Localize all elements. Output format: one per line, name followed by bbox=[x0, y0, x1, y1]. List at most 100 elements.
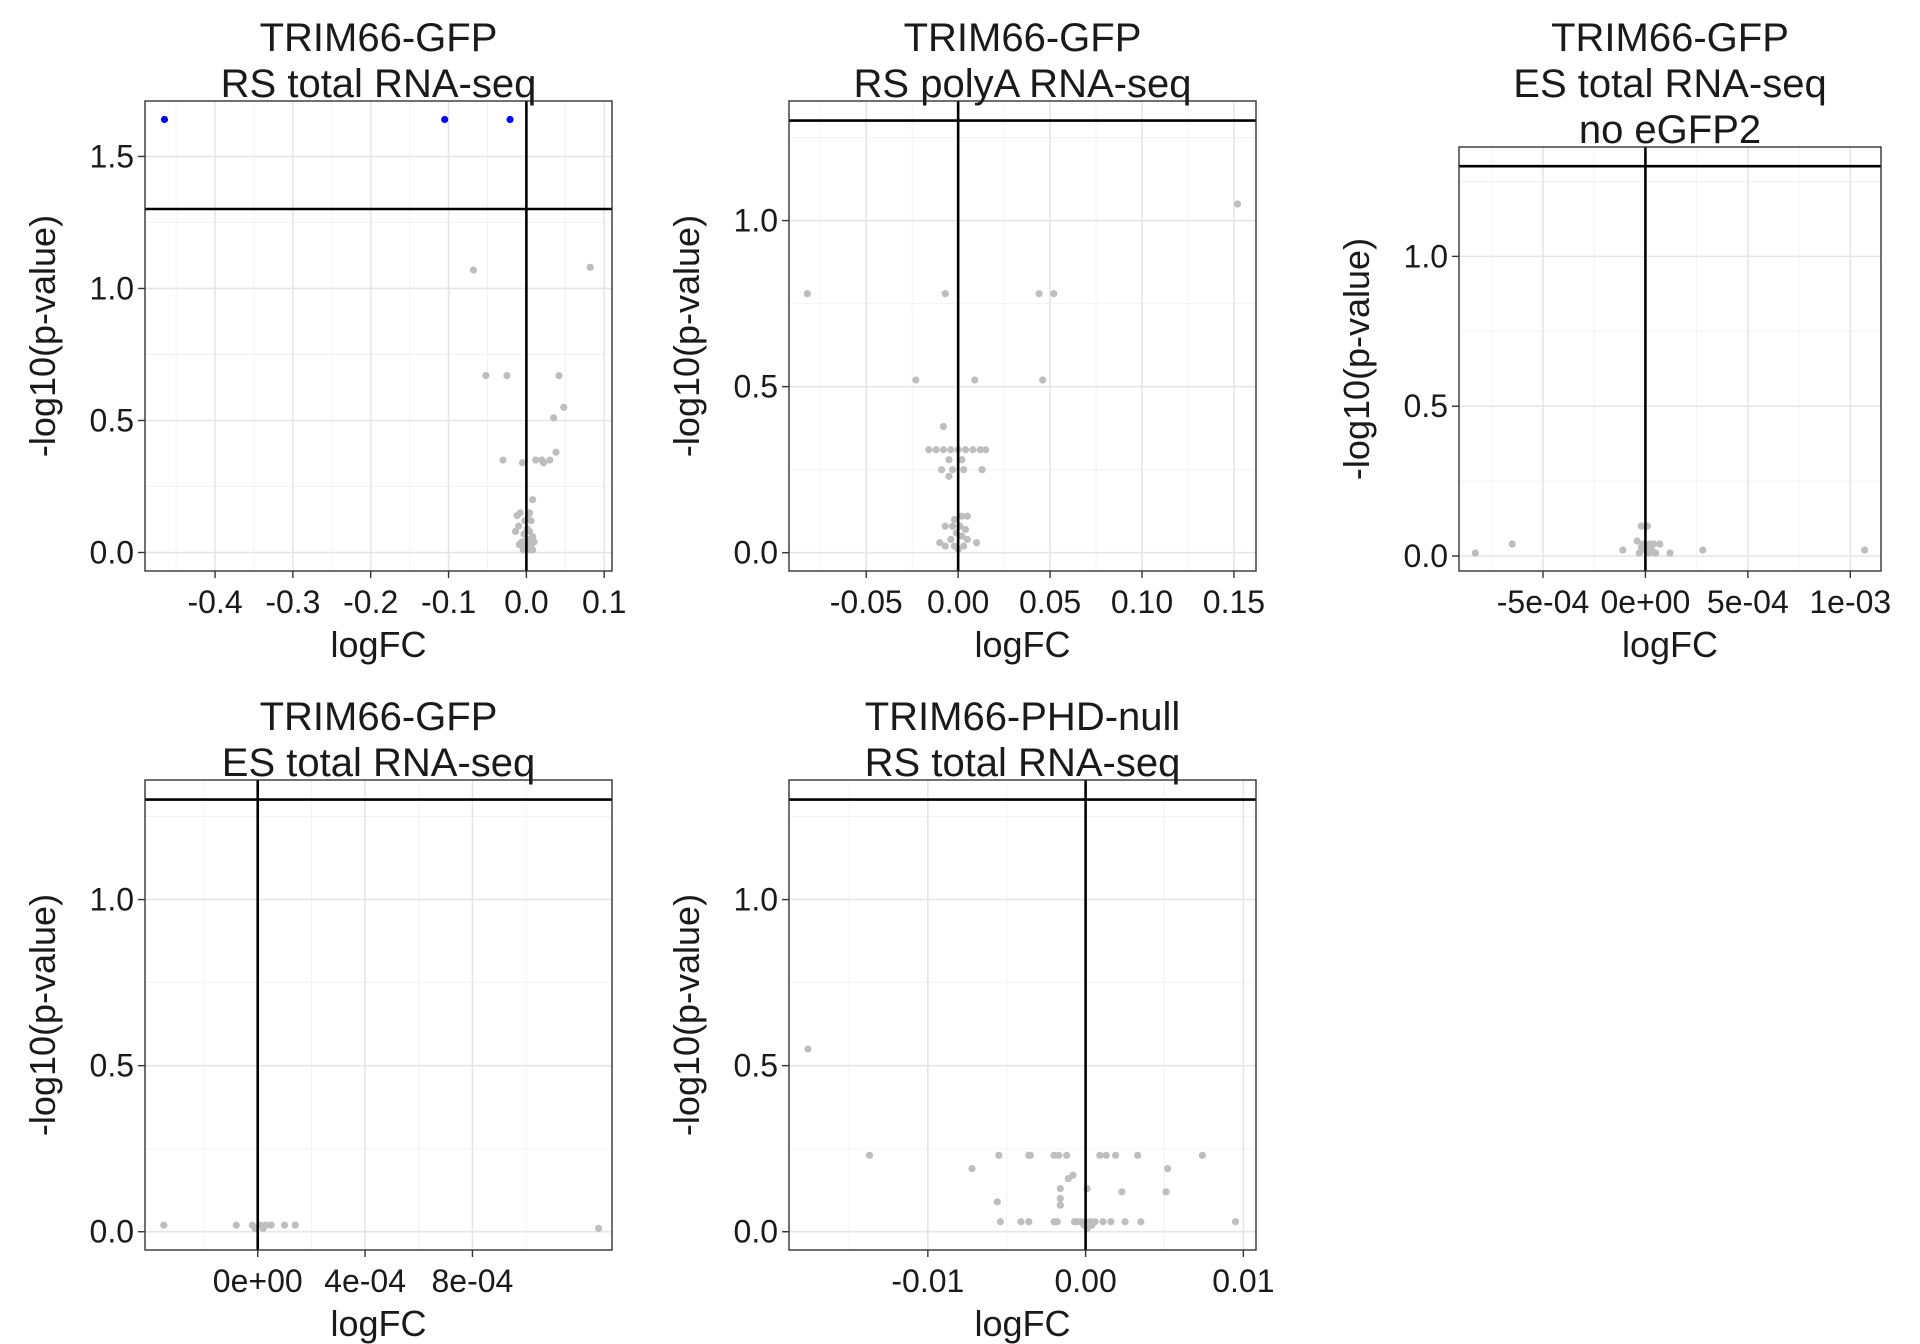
y-axis-label: -log10(p-value) bbox=[1336, 238, 1377, 480]
panel-background bbox=[789, 780, 1256, 1250]
panel-background bbox=[145, 101, 612, 571]
x-tick-label: 0.15 bbox=[1203, 584, 1265, 620]
x-tick-label: 0.0 bbox=[504, 584, 548, 620]
data-point bbox=[949, 466, 957, 474]
data-point bbox=[1121, 1218, 1129, 1226]
data-point bbox=[1056, 1194, 1064, 1203]
x-tick-label: 0.01 bbox=[1212, 1263, 1274, 1299]
y-axis-label: -log10(p-value) bbox=[666, 215, 707, 457]
data-point bbox=[932, 446, 940, 454]
data-point bbox=[160, 1221, 168, 1229]
y-axis-label: -log10(p-value) bbox=[22, 215, 63, 457]
data-point bbox=[586, 263, 594, 271]
data-point bbox=[938, 466, 946, 474]
data-point bbox=[291, 1221, 299, 1229]
x-tick-label: -5e-04 bbox=[1497, 584, 1590, 620]
panel-4: 0e+00 4e-04 8e-04 0.0 0.5 1.0 logFC -log10(p-va… bbox=[22, 695, 613, 1344]
panel-2: -0.05 0.00 0.05 0.10 0.15 0.0 0.5 1.0 logFC -log1… bbox=[666, 16, 1265, 665]
data-point bbox=[1637, 522, 1645, 530]
data-point bbox=[865, 1151, 874, 1159]
data-point bbox=[947, 446, 955, 454]
data-point bbox=[925, 446, 933, 454]
x-axis-label: logFC bbox=[330, 624, 426, 665]
y-tick-label: 0.5 bbox=[734, 369, 778, 405]
panel-title-line: ES total RNA-seq bbox=[222, 741, 535, 785]
data-point bbox=[594, 1224, 603, 1233]
data-point bbox=[511, 527, 520, 535]
data-point bbox=[513, 511, 521, 520]
data-point bbox=[1635, 549, 1643, 557]
data-point bbox=[945, 456, 953, 464]
data-point bbox=[947, 535, 955, 544]
data-point bbox=[1107, 1218, 1115, 1226]
data-point bbox=[971, 376, 979, 384]
data-point bbox=[972, 539, 981, 547]
panel-background bbox=[145, 780, 612, 1250]
data-point bbox=[519, 546, 527, 554]
panel-title-line: RS total RNA-seq bbox=[221, 62, 537, 106]
data-point bbox=[941, 290, 949, 298]
data-point bbox=[1162, 1188, 1170, 1196]
data-point bbox=[1234, 200, 1242, 208]
data-point bbox=[912, 376, 920, 384]
y-tick-label: 0.0 bbox=[90, 535, 134, 571]
data-point bbox=[529, 496, 537, 504]
data-point bbox=[1099, 1218, 1107, 1226]
data-point bbox=[1056, 1201, 1064, 1209]
x-tick-label: 4e-04 bbox=[324, 1263, 406, 1299]
data-point bbox=[1198, 1151, 1206, 1159]
data-point bbox=[1055, 1151, 1063, 1159]
data-point bbox=[530, 538, 538, 546]
data-point bbox=[1056, 1184, 1064, 1193]
data-point bbox=[1039, 376, 1047, 384]
data-point bbox=[982, 446, 990, 454]
x-tick-label: 0.00 bbox=[1054, 1263, 1116, 1299]
panel-1: -0.4 -0.3 -0.2 -0.1 0.0 0.1 0.0 0.5 1.0 1.5 logFC -… bbox=[22, 16, 626, 665]
x-tick-label: 0.1 bbox=[582, 584, 626, 620]
y-tick-label: 0.5 bbox=[1404, 388, 1448, 424]
data-point bbox=[945, 472, 953, 480]
data-point bbox=[482, 372, 490, 380]
panel-title-line: TRIM66-PHD-null bbox=[865, 695, 1181, 739]
panel-title-line: TRIM66-GFP bbox=[260, 16, 498, 60]
significant-point bbox=[160, 115, 169, 124]
data-point bbox=[976, 446, 984, 454]
data-point bbox=[518, 459, 527, 467]
data-point bbox=[267, 1221, 275, 1229]
significant-point bbox=[441, 115, 449, 124]
data-point bbox=[555, 372, 563, 380]
data-point bbox=[550, 414, 558, 422]
x-axis-label: logFC bbox=[330, 1303, 426, 1344]
data-point bbox=[803, 290, 811, 298]
x-axis-label: logFC bbox=[974, 624, 1070, 665]
y-tick-label: 1.5 bbox=[90, 138, 134, 174]
data-point bbox=[958, 456, 966, 464]
data-point bbox=[546, 456, 554, 464]
panel-title-line: TRIM66-GFP bbox=[904, 16, 1142, 60]
y-tick-label: 0.0 bbox=[734, 535, 778, 571]
data-point bbox=[280, 1221, 289, 1229]
y-tick-label: 1.0 bbox=[90, 270, 134, 306]
x-tick-label: -0.05 bbox=[830, 584, 903, 620]
data-point bbox=[950, 515, 959, 524]
data-point bbox=[936, 539, 944, 547]
data-point bbox=[939, 422, 948, 431]
panel-title-line: RS polyA RNA-seq bbox=[854, 62, 1192, 106]
data-point bbox=[1096, 1151, 1104, 1159]
data-point bbox=[1699, 546, 1707, 554]
data-point bbox=[968, 1165, 976, 1173]
x-axis-label: logFC bbox=[974, 1303, 1070, 1344]
data-point bbox=[941, 522, 949, 530]
x-tick-label: -0.4 bbox=[187, 584, 242, 620]
data-point bbox=[232, 1221, 240, 1229]
data-point bbox=[1619, 546, 1627, 554]
data-point bbox=[1508, 540, 1516, 548]
panel-title-line: RS total RNA-seq bbox=[865, 741, 1181, 785]
x-tick-label: -0.1 bbox=[421, 584, 476, 620]
y-axis-label: -log10(p-value) bbox=[666, 894, 707, 1136]
data-point bbox=[978, 466, 986, 474]
x-tick-label: -0.2 bbox=[343, 584, 398, 620]
data-point bbox=[1111, 1151, 1120, 1159]
x-tick-label: -0.01 bbox=[891, 1263, 964, 1299]
y-tick-label: 1.0 bbox=[734, 882, 778, 918]
